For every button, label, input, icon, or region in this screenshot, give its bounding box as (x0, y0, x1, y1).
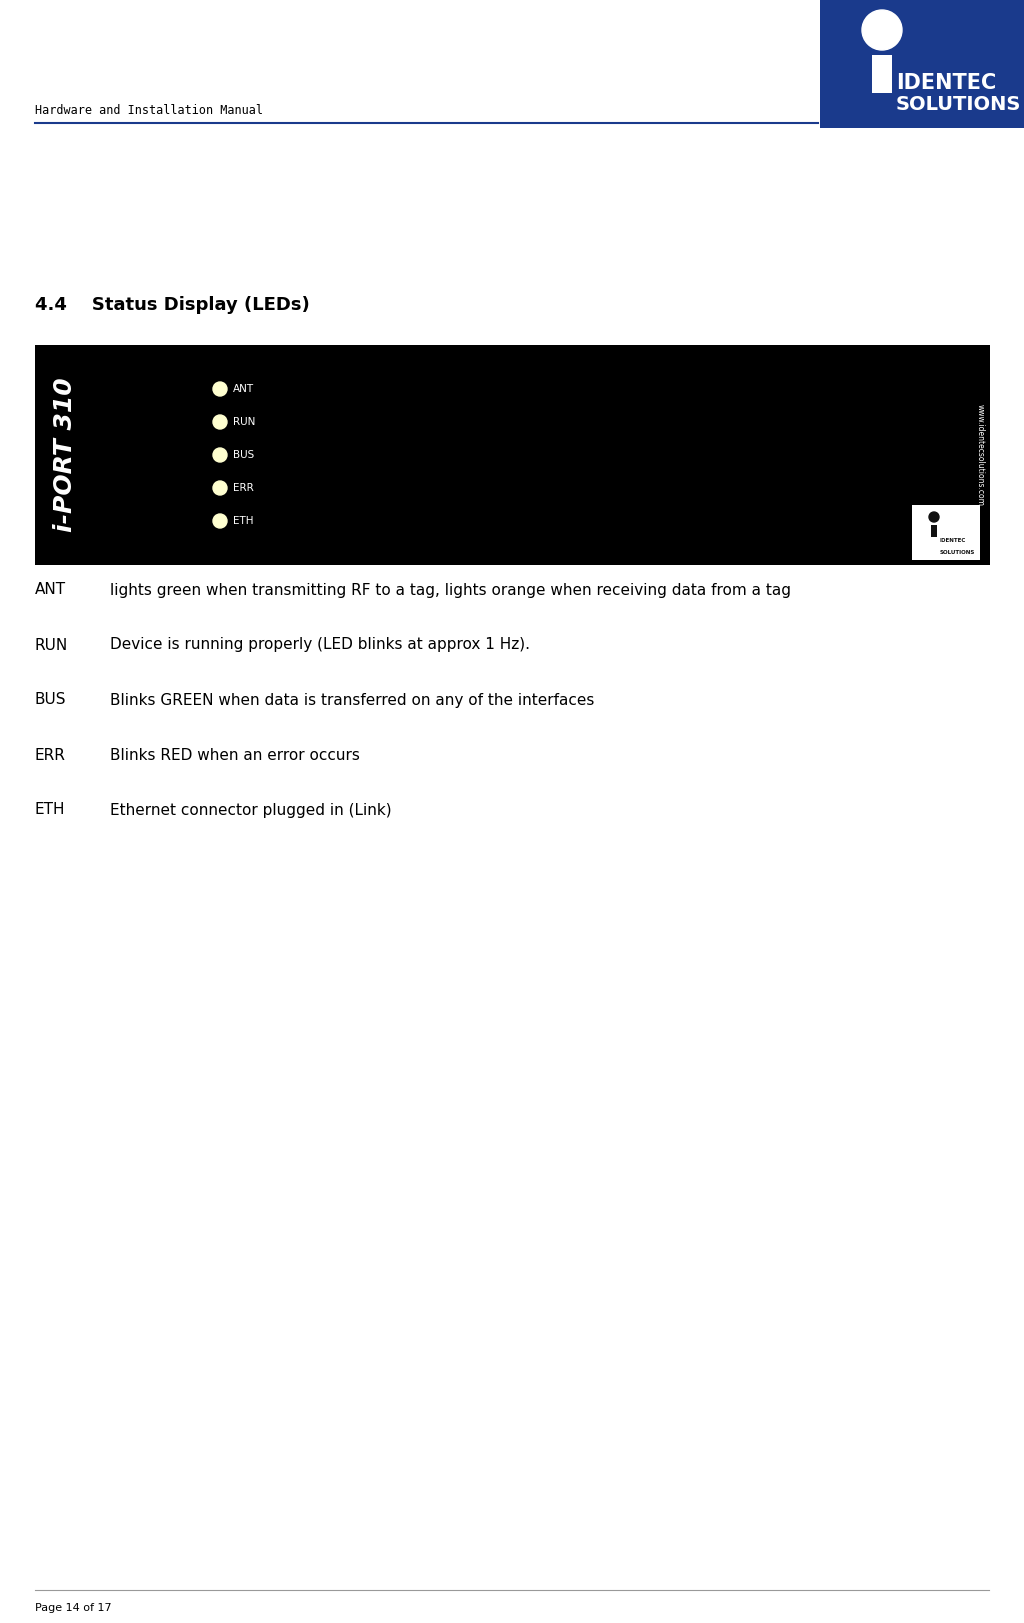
Bar (820, 0, 1024, 128)
Bar (35, 346, 990, 565)
Text: lights green when transmitting RF to a tag, lights orange when receiving data fr: lights green when transmitting RF to a t… (110, 583, 791, 597)
Circle shape (213, 448, 227, 463)
Text: ANT: ANT (35, 583, 67, 597)
Text: IDENTEC: IDENTEC (896, 73, 996, 93)
Text: RUN: RUN (35, 638, 69, 652)
Text: ERR: ERR (35, 748, 66, 763)
Bar (931, 524, 937, 537)
Text: Blinks RED when an error occurs: Blinks RED when an error occurs (110, 748, 359, 763)
Text: Ethernet connector plugged in (Link): Ethernet connector plugged in (Link) (110, 802, 391, 818)
Text: BUS: BUS (35, 693, 67, 708)
Text: SOLUTIONS: SOLUTIONS (896, 96, 1021, 115)
Bar (872, 55, 892, 93)
Text: Hardware and Installation Manual: Hardware and Installation Manual (35, 104, 263, 117)
Text: 4.4    Status Display (LEDs): 4.4 Status Display (LEDs) (35, 295, 309, 313)
Text: ETH: ETH (35, 802, 66, 818)
Bar (912, 505, 980, 560)
Text: i-PORT 310: i-PORT 310 (53, 378, 77, 532)
Circle shape (862, 10, 902, 50)
Text: ETH: ETH (233, 516, 254, 526)
Text: IDENTEC: IDENTEC (940, 539, 967, 544)
Text: ANT: ANT (233, 385, 254, 394)
Text: www.identecsolutions.com: www.identecsolutions.com (976, 404, 984, 506)
Text: Device is running properly (LED blinks at approx 1 Hz).: Device is running properly (LED blinks a… (110, 638, 530, 652)
Circle shape (213, 480, 227, 495)
Text: Blinks GREEN when data is transferred on any of the interfaces: Blinks GREEN when data is transferred on… (110, 693, 594, 708)
Circle shape (213, 514, 227, 527)
Circle shape (213, 415, 227, 428)
Text: ERR: ERR (233, 484, 254, 493)
Circle shape (929, 511, 939, 523)
Text: SOLUTIONS: SOLUTIONS (940, 550, 976, 555)
Text: RUN: RUN (233, 417, 255, 427)
Circle shape (213, 381, 227, 396)
Text: BUS: BUS (233, 450, 254, 459)
Text: Page 14 of 17: Page 14 of 17 (35, 1604, 112, 1613)
